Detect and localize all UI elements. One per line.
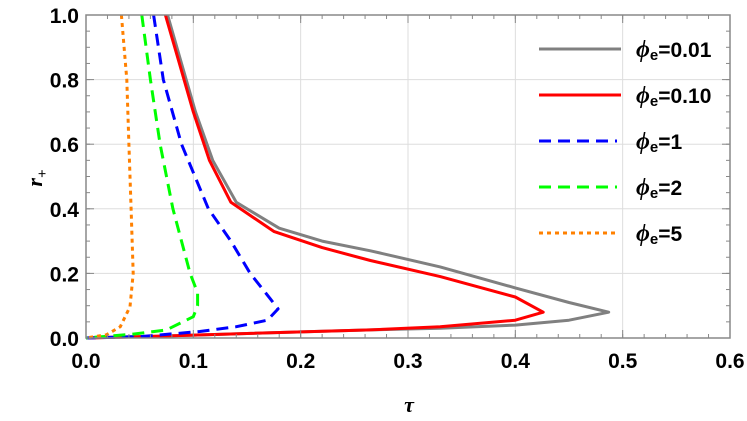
- legend-subscript: e: [650, 93, 658, 110]
- legend-value: =5: [658, 223, 682, 246]
- legend-label-3: ϕe=2: [636, 175, 682, 202]
- legend-symbol: ϕ: [636, 221, 650, 247]
- x-tick-label: 0.1: [179, 350, 209, 373]
- legend-symbol: ϕ: [636, 175, 650, 201]
- legend-label-2: ϕe=1: [636, 129, 682, 156]
- series-line-1: [85, 14, 545, 340]
- y-tick-label: 0.0: [50, 328, 79, 351]
- x-axis-label: τ: [404, 392, 415, 417]
- series-line-0: [85, 14, 611, 340]
- y-axis-label: r+: [22, 169, 51, 186]
- y-tick-label: 0.8: [50, 70, 80, 93]
- grid: [86, 15, 730, 338]
- y-tick-label: 1.0: [50, 5, 79, 28]
- legend-subscript: e: [650, 185, 658, 202]
- svg-text:r+: r+: [22, 169, 51, 186]
- x-tick-label: 0.4: [501, 350, 531, 373]
- legend-symbol: ϕ: [636, 37, 650, 63]
- legend-value: =0.10: [658, 85, 711, 108]
- curves: [85, 14, 611, 340]
- y-axis-label-subscript: +: [35, 169, 51, 178]
- x-tick-label: 0.2: [286, 350, 315, 373]
- legend-subscript: e: [650, 231, 658, 248]
- legend-label-4: ϕe=5: [636, 221, 682, 248]
- tick-labels: 0.0 0.1 0.2 0.3 0.4 0.5 0.6 0.0 0.2 0.4 0.6 0.8 1.0: [50, 5, 745, 373]
- series-line-2: [85, 14, 280, 340]
- x-tick-label: 0.6: [715, 350, 744, 373]
- series-line-4: [85, 14, 135, 340]
- series-line-3: [85, 14, 200, 340]
- y-tick-label: 0.4: [50, 199, 80, 222]
- x-tick-label: 0.5: [608, 350, 638, 373]
- x-tick-label: 0.0: [71, 350, 100, 373]
- legend-subscript: e: [650, 139, 658, 156]
- y-axis-label-main: r: [22, 178, 47, 187]
- legend-label-1: ϕe=0.10: [636, 83, 711, 110]
- legend-label-0: ϕe=0.01: [636, 37, 712, 64]
- legend-value: =1: [658, 131, 682, 154]
- legend-symbol: ϕ: [636, 83, 650, 109]
- legend-symbol: ϕ: [636, 129, 650, 155]
- legend-value: =0.01: [658, 39, 711, 62]
- y-tick-label: 0.6: [50, 134, 79, 157]
- x-tick-label: 0.3: [393, 350, 422, 373]
- ticks: [85, 14, 731, 339]
- legend-subscript: e: [650, 47, 658, 64]
- y-tick-label: 0.2: [50, 263, 79, 286]
- legend-value: =2: [658, 177, 682, 200]
